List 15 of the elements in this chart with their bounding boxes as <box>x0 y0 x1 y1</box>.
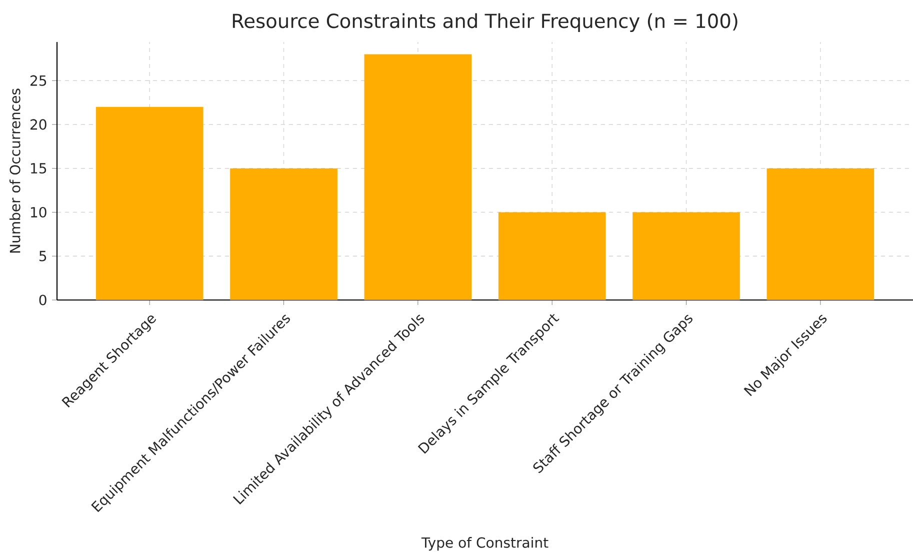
x-axis-title: Type of Constraint <box>421 537 548 551</box>
y-axis-title: Number of Occurrences <box>10 88 20 253</box>
y-tick-label: 5 <box>39 250 46 262</box>
bar <box>498 212 606 300</box>
y-tick-label: 10 <box>31 206 46 218</box>
bar <box>230 168 338 300</box>
y-tick-label: 15 <box>31 163 46 174</box>
y-tick-label: 0 <box>39 294 46 306</box>
y-tick-label: 25 <box>30 75 46 86</box>
bar <box>364 54 472 300</box>
chart-title: Resource Constraints and Their Frequency (n = 100) <box>232 13 738 32</box>
bar <box>766 168 874 300</box>
bar <box>96 106 204 300</box>
bar <box>632 212 740 300</box>
y-tick-label: 20 <box>30 119 46 130</box>
